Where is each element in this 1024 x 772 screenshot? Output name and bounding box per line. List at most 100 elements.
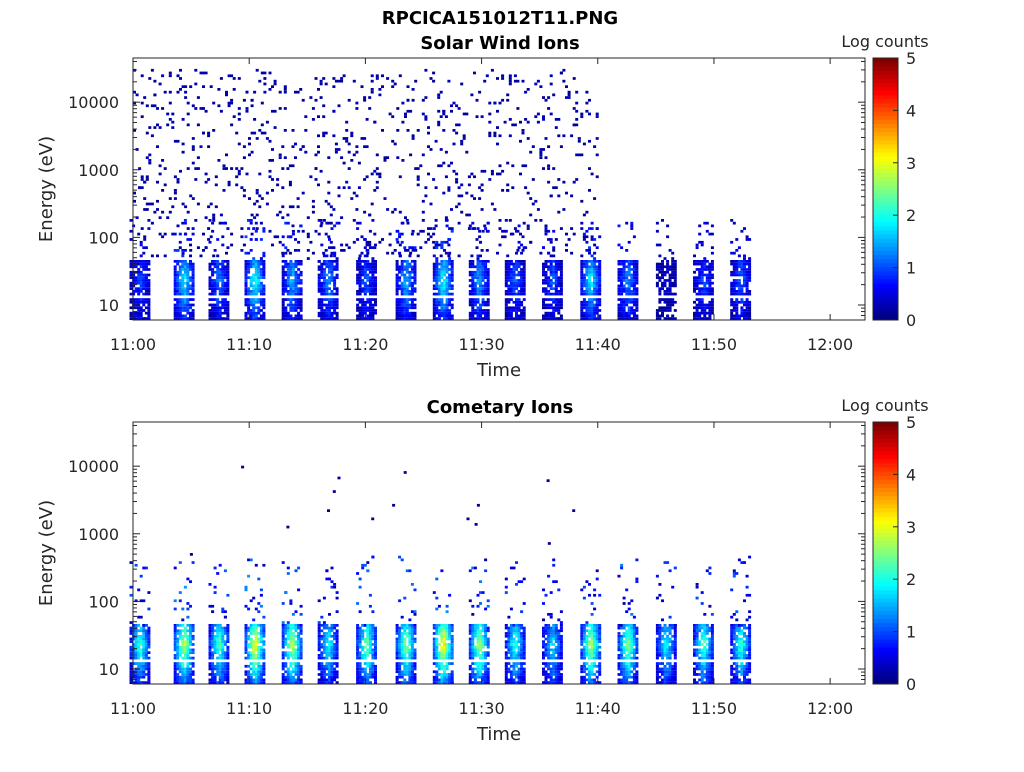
heatmap-cell bbox=[338, 477, 341, 480]
heatmap-cell bbox=[505, 309, 508, 312]
heatmap-cell bbox=[499, 164, 502, 167]
heatmap-cell bbox=[262, 293, 265, 296]
heatmap-cell bbox=[181, 315, 184, 318]
heatmap-cell bbox=[635, 293, 638, 296]
heatmap-cell bbox=[560, 274, 563, 277]
heatmap-cell bbox=[257, 271, 260, 274]
heatmap-cell bbox=[524, 164, 527, 167]
heatmap-cell bbox=[252, 287, 255, 290]
heatmap-cell bbox=[557, 290, 560, 293]
heatmap-cell bbox=[302, 145, 305, 148]
heatmap-cell bbox=[706, 268, 709, 271]
heatmap-cell bbox=[176, 649, 179, 652]
heatmap-cell bbox=[398, 252, 401, 255]
heatmap-cell bbox=[181, 640, 184, 643]
heatmap-cell bbox=[292, 225, 295, 228]
heatmap-cell bbox=[481, 184, 484, 187]
heatmap-cell bbox=[401, 293, 404, 296]
heatmap-cell bbox=[593, 306, 596, 309]
heatmap-cell bbox=[440, 293, 443, 296]
heatmap-cell bbox=[458, 107, 461, 110]
heatmap-cell bbox=[197, 203, 200, 206]
heatmap-cell bbox=[245, 635, 248, 638]
heatmap-cell bbox=[147, 651, 150, 654]
heatmap-cell bbox=[304, 151, 307, 154]
heatmap-cell bbox=[412, 88, 415, 91]
heatmap-cell bbox=[628, 260, 631, 263]
heatmap-cell bbox=[262, 255, 265, 258]
colorbar-step bbox=[873, 144, 898, 149]
heatmap-cell bbox=[398, 315, 401, 318]
heatmap-cell bbox=[226, 673, 229, 676]
heatmap-cell bbox=[471, 312, 474, 315]
heatmap-cell bbox=[560, 260, 563, 263]
heatmap-cell bbox=[137, 624, 140, 627]
heatmap-cell bbox=[219, 629, 222, 632]
heatmap-cell bbox=[471, 304, 474, 307]
heatmap-cell bbox=[262, 679, 265, 682]
heatmap-cell bbox=[226, 651, 229, 654]
heatmap-cell bbox=[221, 610, 224, 613]
heatmap-cell bbox=[179, 591, 182, 594]
heatmap-cell bbox=[192, 304, 195, 307]
heatmap-cell bbox=[630, 290, 633, 293]
heatmap-cell bbox=[153, 94, 156, 97]
heatmap-cell bbox=[186, 293, 189, 296]
heatmap-cell bbox=[435, 298, 438, 301]
heatmap-cell bbox=[318, 646, 321, 649]
heatmap-cell bbox=[140, 640, 143, 643]
heatmap-cell bbox=[320, 301, 323, 304]
heatmap-cell bbox=[740, 312, 743, 315]
heatmap-cell bbox=[245, 586, 248, 589]
heatmap-cell bbox=[130, 681, 133, 684]
heatmap-cell bbox=[458, 186, 461, 189]
heatmap-cell bbox=[214, 591, 217, 594]
heatmap-cell bbox=[140, 670, 143, 673]
heatmap-cell bbox=[287, 629, 290, 632]
heatmap-cell bbox=[598, 263, 601, 266]
heatmap-cell bbox=[358, 257, 361, 260]
heatmap-cell bbox=[575, 154, 578, 157]
heatmap-cell bbox=[142, 632, 145, 635]
heatmap-cell bbox=[550, 279, 553, 282]
heatmap-cell bbox=[318, 301, 321, 304]
heatmap-cell bbox=[147, 638, 150, 641]
heatmap-cell bbox=[628, 293, 631, 296]
heatmap-cell bbox=[361, 315, 364, 318]
heatmap-cell bbox=[361, 137, 364, 140]
heatmap-cell bbox=[325, 657, 328, 660]
heatmap-cell bbox=[257, 260, 260, 263]
heatmap-cell bbox=[295, 285, 298, 288]
heatmap-cell bbox=[153, 80, 156, 83]
heatmap-cell bbox=[514, 124, 517, 127]
heatmap-cell bbox=[186, 640, 189, 643]
heatmap-cell bbox=[451, 279, 454, 282]
heatmap-cell bbox=[282, 293, 285, 296]
heatmap-cell bbox=[711, 304, 714, 307]
heatmap-cell bbox=[374, 263, 377, 266]
heatmap-cell bbox=[186, 285, 189, 288]
heatmap-cell bbox=[130, 586, 133, 589]
heatmap-cell bbox=[219, 276, 222, 279]
heatmap-cell bbox=[505, 282, 508, 285]
heatmap-cell bbox=[671, 271, 674, 274]
heatmap-cell bbox=[411, 246, 414, 249]
heatmap-cell bbox=[181, 287, 184, 290]
heatmap-cell bbox=[585, 293, 588, 296]
heatmap-cell bbox=[514, 227, 517, 230]
heatmap-cell bbox=[297, 589, 300, 592]
heatmap-cell bbox=[669, 301, 672, 304]
heatmap-cell bbox=[226, 670, 229, 673]
heatmap-cell bbox=[518, 241, 521, 244]
heatmap-cell bbox=[664, 306, 667, 309]
heatmap-cell bbox=[412, 99, 415, 102]
heatmap-cell bbox=[460, 195, 463, 198]
heatmap-cell bbox=[214, 567, 217, 570]
heatmap-cell bbox=[515, 312, 518, 315]
heatmap-cell bbox=[552, 246, 555, 249]
heatmap-cell bbox=[588, 99, 591, 102]
heatmap-cell bbox=[176, 274, 179, 277]
heatmap-cell bbox=[140, 244, 143, 247]
heatmap-cell bbox=[252, 276, 255, 279]
heatmap-cell bbox=[693, 282, 696, 285]
